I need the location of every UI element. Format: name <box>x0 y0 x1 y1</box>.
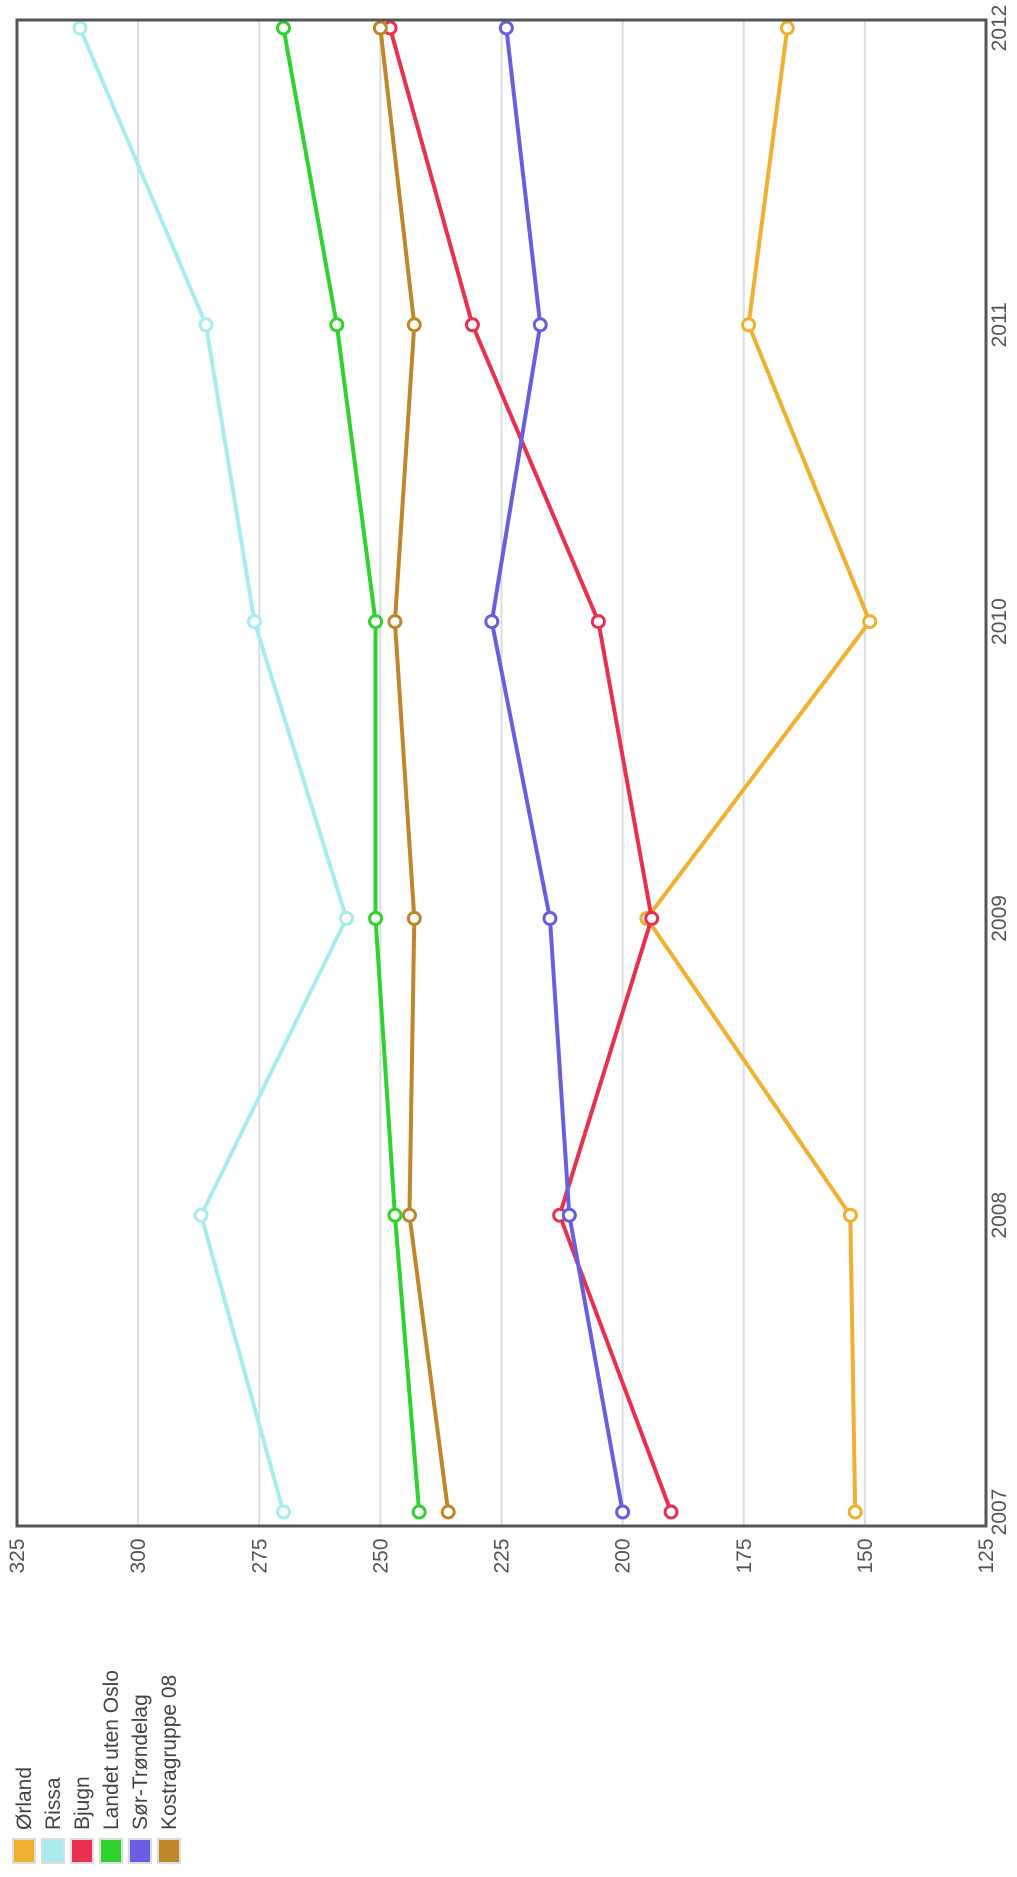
y-tick-label: 175 <box>733 1538 756 1573</box>
x-tick-label: 2011 <box>988 302 1011 347</box>
legend-swatch <box>41 1838 65 1864</box>
data-point <box>411 1504 427 1520</box>
legend-swatch <box>99 1838 123 1864</box>
y-tick-label: 200 <box>612 1538 635 1573</box>
data-point <box>779 20 795 36</box>
series-Rissa <box>72 20 354 1520</box>
data-point <box>193 1207 209 1223</box>
data-point <box>338 910 354 926</box>
data-point <box>542 910 558 926</box>
y-tick-label: 275 <box>248 1538 271 1573</box>
x-tick-label: 2009 <box>988 895 1011 942</box>
data-point <box>498 20 514 36</box>
y-tick-label: 225 <box>491 1538 514 1573</box>
legend-label: Ørland <box>13 1767 36 1830</box>
data-point <box>440 1504 456 1520</box>
data-point <box>401 1207 417 1223</box>
x-axis-ticks: 2007 2008 2009 2010 2011 2012 <box>988 5 1011 1536</box>
series-Landet uten Oslo <box>275 20 427 1520</box>
data-point <box>275 1504 291 1520</box>
series-Sør-Trøndelag <box>484 20 631 1520</box>
data-point <box>72 20 88 36</box>
legend-label: Landet uten Oslo <box>100 1670 123 1830</box>
series-Ørland <box>639 20 878 1520</box>
legend-label: Sør-Trøndelag <box>129 1694 152 1830</box>
data-point <box>246 614 262 630</box>
plot-frame <box>15 18 988 1528</box>
legend-label: Kostragruppe 08 <box>158 1675 181 1830</box>
legend-label: Rissa <box>42 1777 65 1830</box>
legend-swatch <box>128 1838 152 1864</box>
data-point <box>368 614 384 630</box>
data-point <box>484 614 500 630</box>
data-point <box>741 317 757 333</box>
data-point <box>275 20 291 36</box>
y-tick-label: 150 <box>854 1538 877 1573</box>
series-line <box>489 27 625 1513</box>
data-point <box>464 317 480 333</box>
data-point <box>862 614 878 630</box>
x-tick-label: 2007 <box>988 1489 1011 1536</box>
series-lines <box>72 20 878 1520</box>
x-tick-label: 2010 <box>988 598 1011 645</box>
series-line <box>281 27 422 1513</box>
series-line <box>644 27 872 1513</box>
data-point <box>372 20 388 36</box>
y-tick-label: 300 <box>127 1538 150 1573</box>
grid-lines <box>137 20 866 1526</box>
y-tick-label: 125 <box>975 1538 998 1573</box>
legend-swatch <box>157 1838 181 1864</box>
legend-swatch <box>70 1838 94 1864</box>
data-point <box>590 614 606 630</box>
data-point <box>387 614 403 630</box>
x-tick-label: 2008 <box>988 1192 1011 1239</box>
series-Kostragruppe 08 <box>372 20 456 1520</box>
data-point <box>663 1504 679 1520</box>
data-point <box>561 1207 577 1223</box>
data-point <box>387 1207 403 1223</box>
legend: Ørland Rissa Bjugn Landet uten Oslo Sør-Trøn… <box>12 1670 181 1864</box>
data-point <box>847 1504 863 1520</box>
data-point <box>842 1207 858 1223</box>
y-tick-label: 325 <box>6 1538 29 1573</box>
data-point <box>532 317 548 333</box>
data-point <box>368 910 384 926</box>
data-point <box>406 910 422 926</box>
legend-label: Bjugn <box>71 1776 94 1830</box>
data-point <box>406 317 422 333</box>
data-point <box>644 910 660 926</box>
series-line <box>378 27 451 1513</box>
x-tick-label: 2012 <box>988 5 1011 52</box>
y-axis-ticks: 125 150 175 200 225 250 275 300 325 <box>6 1538 998 1573</box>
data-point <box>329 317 345 333</box>
data-point <box>615 1504 631 1520</box>
series-line <box>78 27 349 1513</box>
y-tick-label: 250 <box>369 1538 392 1573</box>
data-point <box>198 317 214 333</box>
legend-swatch <box>12 1838 36 1864</box>
